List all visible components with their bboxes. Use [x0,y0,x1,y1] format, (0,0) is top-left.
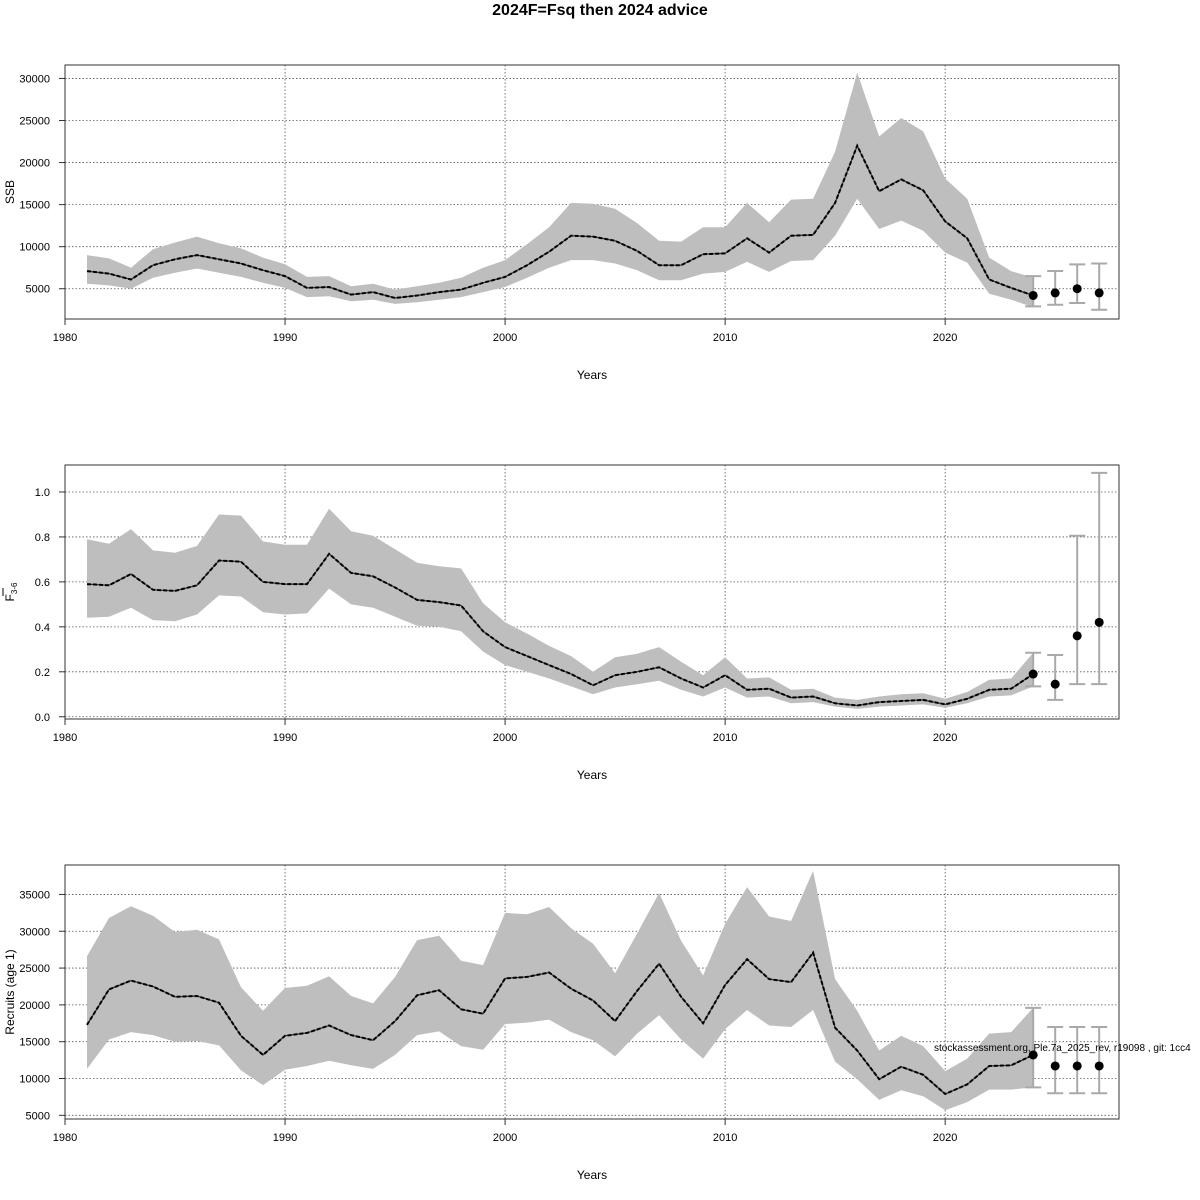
recruits-y-tick-label: 10000 [19,1074,50,1086]
f-y-tick-label: 1.0 [35,487,50,499]
ssb-x-tick-label: 2000 [493,332,517,344]
recruits-x-axis-label: Years [577,1168,607,1182]
panel-recruits: 1980 1990 2000 2010 2020 5000 10000 15000 20000 2… [3,864,1120,1182]
chart-title: 2024F=Fsq then 2024 advice [492,2,708,19]
ssb-y-tick-label: 15000 [19,200,50,212]
f-x-tick-label: 2020 [933,732,957,744]
f-x-tick-label: 1980 [53,732,77,744]
recruits-y-tick-label: 20000 [19,1000,50,1012]
ssb-y-axis-label: SSB [3,180,17,204]
f-y-axis-label-subscript: 3-6 [10,582,19,594]
recruits-x-tick-label: 1980 [53,1132,77,1144]
ssb-confidence-band [87,72,1034,308]
ssb-y-tick-label: 20000 [19,158,50,170]
ssb-x-axis-label: Years [577,368,607,382]
recruits-y-axis-label: Recruits (age 1) [3,949,17,1034]
ssb-forecast-point [1028,290,1038,300]
ssb-x-tick-label: 1990 [273,332,297,344]
ssb-y-tick-label: 30000 [19,73,50,85]
f-y-tick-label: 0.0 [35,712,50,724]
recruits-y-tick-label: 25000 [19,963,50,975]
panel-fishing-mortality: 1980 1990 2000 2010 2020 0.0 0.2 0.4 0.6 0.8 1.0 Ye… [2,464,1120,782]
recruits-x-tick-label: 2000 [493,1132,517,1144]
f-confidence-band [87,508,1034,709]
f-y-tick-label: 0.8 [35,532,50,544]
f-forecast-point [1094,617,1104,627]
recruits-x-tick-label: 1990 [273,1132,297,1144]
recruits-estimate-line-dashed [86,950,1034,1096]
recruits-y-tick-label: 30000 [19,926,50,938]
ssb-forecast-point [1072,284,1082,294]
recruits-x-tick-label: 2020 [933,1132,957,1144]
ssb-x-tick-label: 2020 [933,332,957,344]
f-y-axis-label: F3-6 [3,582,19,601]
ssb-estimate-line-dashed [86,143,1034,300]
recruits-y-tick-label: 15000 [19,1037,50,1049]
f-forecast-point [1050,679,1060,689]
recruits-forecast-point [1072,1061,1082,1071]
f-forecast-point [1072,631,1082,641]
f-forecast-point [1028,669,1038,679]
f-x-tick-label: 1990 [273,732,297,744]
ssb-y-tick-label: 25000 [19,116,50,128]
ssb-x-tick-label: 2010 [713,332,737,344]
ssb-plot-frame [64,64,1120,320]
ssb-y-tick-label: 10000 [19,242,50,254]
recruits-forecast-point [1094,1061,1104,1071]
ssb-x-tick-label: 1980 [53,332,77,344]
recruits-y-tick-label: 35000 [19,889,50,901]
recruits-confidence-band [87,870,1034,1111]
f-y-tick-label: 0.6 [35,577,50,589]
ssb-forecast-point [1094,288,1104,298]
watermark-text: stockassessment.org, Ple.7a_2025_rev, r1… [934,1043,1191,1054]
recruits-plot-frame [64,864,1120,1120]
f-x-tick-label: 2000 [493,732,517,744]
ssb-y-tick-label: 5000 [26,284,50,296]
ssb-forecast-point [1050,288,1060,298]
f-y-tick-label: 0.4 [35,622,50,634]
recruits-y-tick-label: 5000 [26,1110,50,1122]
f-estimate-line-dashed [86,552,1034,707]
f-y-tick-label: 0.2 [35,667,50,679]
f-x-tick-label: 2010 [713,732,737,744]
recruits-forecast-point [1050,1061,1060,1071]
recruits-x-tick-label: 2010 [713,1132,737,1144]
f-plot-frame [64,464,1120,720]
panel-ssb: 1980 1990 2000 2010 2020 5000 10000 15000 20000 2… [3,64,1120,382]
f-x-axis-label: Years [577,768,607,782]
recruits-forecast-point [1028,1050,1038,1060]
